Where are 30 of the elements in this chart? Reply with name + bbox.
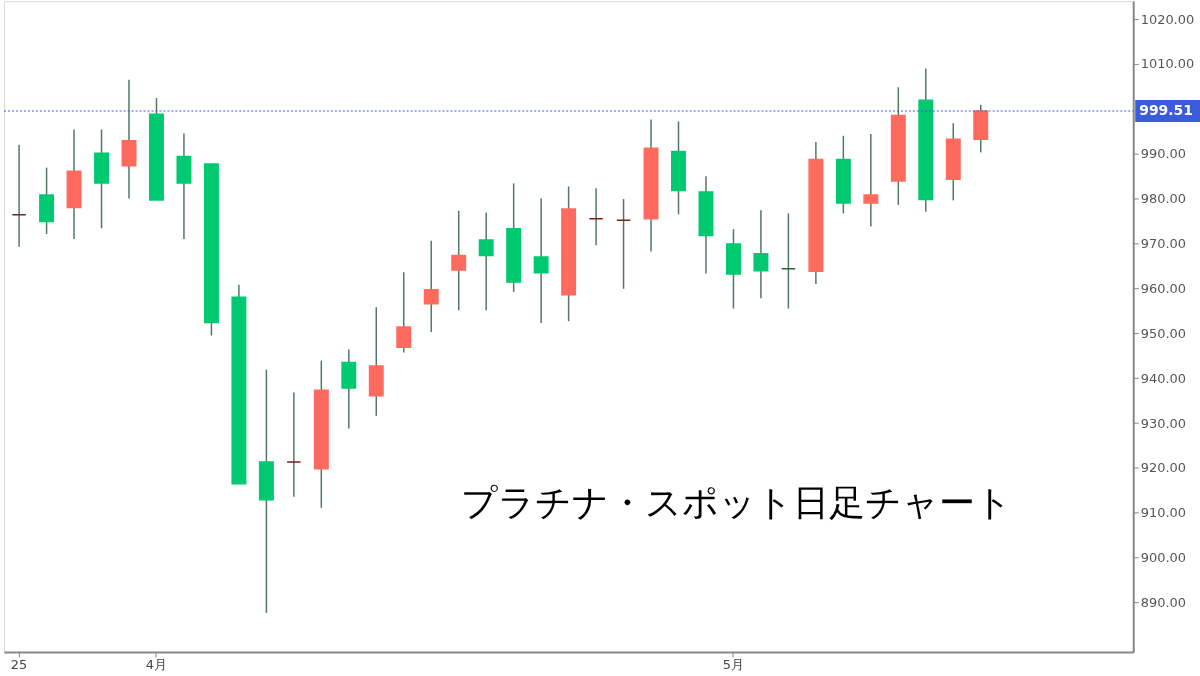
- candlestick: [533, 197, 549, 324]
- ref-line-label: 999.51: [1139, 102, 1193, 119]
- y-tick-label: 940.00: [1140, 370, 1186, 386]
- candlestick: [780, 212, 796, 310]
- candlestick: [286, 391, 302, 498]
- y-tick-label: 1010.00: [1140, 56, 1195, 72]
- candlestick: [753, 209, 769, 300]
- y-tick-label: 970.00: [1140, 235, 1186, 251]
- candlestick: [863, 133, 879, 228]
- candlestick: [423, 240, 439, 333]
- candlestick: [478, 211, 494, 312]
- y-tick-label: 950.00: [1140, 325, 1186, 341]
- annotation: プラチナ・スポット日足チャート: [461, 482, 1013, 524]
- candlestick: [616, 198, 632, 290]
- y-tick-label: 990.00: [1140, 146, 1186, 162]
- candlestick: [451, 209, 467, 312]
- y-tick-label: 890.00: [1140, 595, 1186, 611]
- candlestick: [588, 187, 604, 247]
- x-tick-label: 25: [10, 657, 28, 673]
- candlestick: [11, 144, 27, 248]
- candlestick: [396, 271, 412, 354]
- y-tick-label: 980.00: [1140, 191, 1186, 207]
- y-tick-label: 1020.00: [1140, 11, 1195, 27]
- y-tick-label: 910.00: [1140, 505, 1186, 521]
- y-tick-label: 930.00: [1140, 415, 1186, 431]
- y-tick-label: 900.00: [1140, 550, 1186, 566]
- x-tick-label: 4月: [145, 657, 168, 673]
- y-tick-label: 920.00: [1140, 460, 1186, 476]
- y-tick-label: 960.00: [1140, 280, 1186, 296]
- x-tick-label: 5月: [722, 657, 745, 673]
